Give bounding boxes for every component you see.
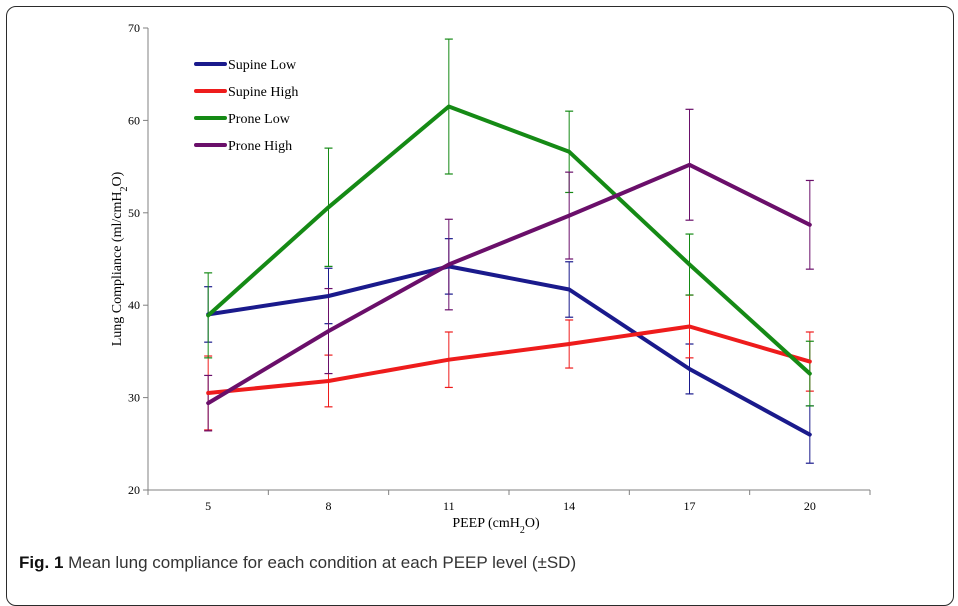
error-bars (204, 38, 814, 464)
caption-text: Mean lung compliance for each condition … (68, 553, 577, 572)
y-tick-label: 40 (128, 298, 140, 312)
legend-label-prone-low: Prone Low (228, 112, 291, 127)
x-tick-label: 5 (205, 499, 211, 513)
series-line-supine-high (206, 324, 812, 395)
series-line-prone-low (206, 104, 812, 376)
x-tick-label: 11 (443, 499, 455, 513)
x-tick-label: 17 (684, 499, 696, 513)
x-tick-label: 20 (804, 499, 816, 513)
y-tick-label: 30 (128, 391, 140, 405)
legend-label-prone-high: Prone High (228, 139, 292, 154)
y-tick-label: 20 (128, 483, 140, 497)
figure-caption: Fig. 1 Mean lung compliance for each con… (19, 553, 949, 577)
legend-label-supine-high: Supine High (228, 85, 298, 100)
y-tick-label: 50 (128, 206, 140, 220)
y-tick-label: 70 (128, 21, 140, 35)
y-tick-label: 60 (128, 113, 140, 127)
legend-label-supine-low: Supine Low (228, 58, 297, 73)
series-line-prone-high (206, 162, 812, 406)
x-tick-label: 8 (326, 499, 332, 513)
y-axis-label: Lung Compliance (ml/cmH2O) (110, 171, 130, 346)
series-lines (206, 104, 812, 437)
x-tick-label: 14 (563, 499, 575, 513)
chart-legend: Supine Low Supine High Prone Low Prone High (194, 58, 298, 154)
x-axis-label: PEEP (cmH2O) (452, 516, 540, 536)
caption-label: Fig. 1 (19, 553, 64, 572)
chart-ticks: 20 30 40 50 60 70 5 8 11 14 17 20 (128, 21, 871, 513)
series-line-supine-low (206, 264, 812, 437)
